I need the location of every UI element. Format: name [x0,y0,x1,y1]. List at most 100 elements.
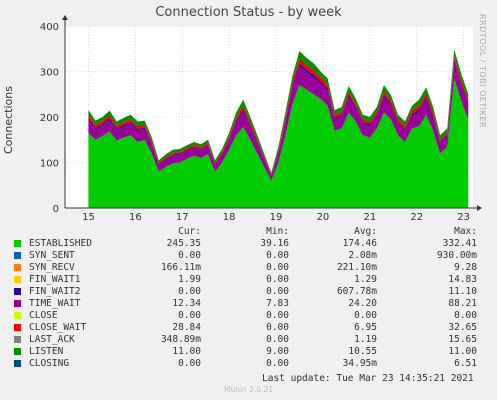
legend-swatch [14,360,21,367]
legend-row: FIN_WAIT2 0.00 0.00 607.78m 11.10 [8,286,477,298]
legend-header-cur: Cur: [178,226,201,237]
legend-value-cur: 348.89m [160,334,201,345]
legend-row: TIME_WAIT 12.34 7.83 24.20 88.21 [8,298,477,310]
legend-swatch [14,348,21,355]
x-tick-label: 20 [317,212,330,223]
legend-swatch [14,276,21,283]
legend-swatch [14,252,21,259]
legend-series-name: FIN_WAIT2 [29,286,81,297]
legend-value-avg: 34.95m [342,358,377,369]
legend-value-cur: 11.00 [172,346,201,357]
legend-value-cur: 245.35 [166,238,201,249]
legend-value-cur: 166.11m [160,262,201,273]
legend-value-max: 0.00 [454,310,477,321]
legend-value-avg: 0.00 [354,310,377,321]
legend-value-min: 0.00 [266,322,289,333]
legend-value-cur: 12.34 [172,298,201,309]
legend-value-max: 15.65 [448,334,477,345]
x-tick-label: 22 [410,212,423,223]
legend-value-avg: 6.95 [354,322,377,333]
legend-value-avg: 1.29 [354,274,377,285]
legend-value-avg: 24.20 [348,298,377,309]
legend-value-max: 88.21 [448,298,477,309]
legend-header-row: Cur: Min: Avg: Max: [8,226,477,238]
legend-value-max: 9.28 [454,262,477,273]
listen-area [88,49,469,175]
legend-value-avg: 1.19 [354,334,377,345]
legend-value-min: 0.00 [266,358,289,369]
time-wait-area [88,62,469,181]
x-tick-label: 16 [129,212,142,223]
legend-value-cur: 1.99 [178,274,201,285]
last-update: Last update: Tue Mar 23 14:35:21 2021 [262,373,474,384]
legend-value-avg: 174.46 [342,238,377,249]
legend-value-max: 930.00m [436,250,477,261]
legend-row: CLOSING 0.00 0.00 34.95m 6.51 [8,358,477,370]
legend-value-min: 0.00 [266,250,289,261]
legend-value-avg: 10.55 [348,346,377,357]
legend-series-name: LISTEN [29,346,64,357]
legend-swatch [14,300,21,307]
legend-value-min: 0.00 [266,334,289,345]
x-tick-label: 18 [223,212,236,223]
legend-series-name: SYN_SENT [29,250,75,261]
legend-value-max: 6.51 [454,358,477,369]
y-axis-arrow [62,15,68,20]
legend-value-cur: 0.00 [178,286,201,297]
x-tick-label: 19 [270,212,283,223]
legend-swatch [14,240,21,247]
legend-value-avg: 607.78m [336,286,377,297]
y-tick-label: 400 [40,22,59,33]
y-axis-label: Connections [2,86,15,154]
y-tick-label: 200 [40,113,59,124]
legend-row: SYN_SENT 0.00 0.00 2.08m 930.00m [8,250,477,262]
legend-row: CLOSE 0.00 0.00 0.00 0.00 [8,310,477,322]
legend-value-min: 9.00 [266,346,289,357]
close-wait-area [88,55,469,176]
legend-series-name: CLOSING [29,358,70,369]
legend-value-avg: 2.08m [348,250,377,261]
legend-value-cur: 0.00 [178,358,201,369]
legend-table: Cur: Min: Avg: Max: ESTABLISHED 245.35 39.16 17… [8,226,477,370]
legend-row: ESTABLISHED 245.35 39.16 174.46 332.41 [8,238,477,250]
legend-value-max: 11.10 [448,286,477,297]
y-tick-label: 0 [53,204,59,215]
legend-row: LISTEN 11.00 9.00 10.55 11.00 [8,346,477,358]
legend-swatch [14,324,21,331]
legend-series-name: TIME_WAIT [29,298,81,309]
legend-value-cur: 0.00 [178,310,201,321]
legend-series-name: CLOSE_WAIT [29,322,87,333]
legend-value-min: 0.00 [266,310,289,321]
legend-series-name: ESTABLISHED [29,238,92,249]
legend-swatch [14,288,21,295]
legend-row: SYN_RECV 166.11m 0.00 221.10m 9.28 [8,262,477,274]
legend-series-name: CLOSE [29,310,58,321]
fin-wait2-area [88,59,469,177]
legend-row: FIN_WAIT1 1.99 0.00 1.29 14.83 [8,274,477,286]
legend-value-avg: 221.10m [336,262,377,273]
legend-value-min: 7.83 [266,298,289,309]
x-tick-label: 17 [176,212,189,223]
legend-value-max: 32.65 [448,322,477,333]
legend-swatch [14,312,21,319]
y-tick-label: 100 [40,159,59,170]
rrdtool-credit: RRDTOOL / TOBI OETIKER [478,14,487,129]
legend-value-cur: 28.84 [172,322,201,333]
legend-value-max: 14.83 [448,274,477,285]
established-area [88,78,469,208]
x-tick-label: 21 [363,212,376,223]
legend-series-name: SYN_RECV [29,262,75,273]
legend-value-max: 11.00 [448,346,477,357]
legend-header-min: Min: [266,226,289,237]
legend-value-max: 332.41 [442,238,477,249]
legend-value-min: 0.00 [266,274,289,285]
y-tick-label: 300 [40,68,59,79]
x-tick-label: 15 [82,212,95,223]
legend-row: CLOSE_WAIT 28.84 0.00 6.95 32.65 [8,322,477,334]
legend-value-min: 0.00 [266,262,289,273]
legend-row: LAST_ACK 348.89m 0.00 1.19 15.65 [8,334,477,346]
x-axis-arrow [477,205,482,211]
legend-header-max: Max: [454,226,477,237]
munin-version: Munin 2.0.21 [223,385,274,394]
